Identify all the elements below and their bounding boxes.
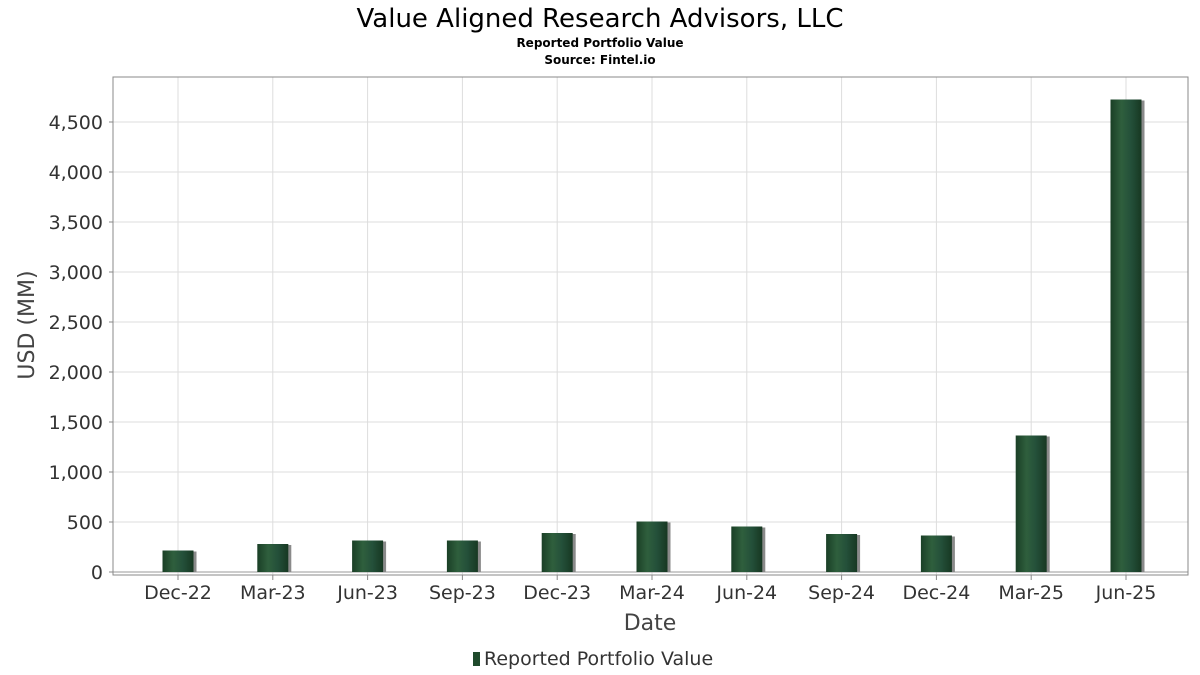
bar [920,535,952,572]
y-tick-label: 500 [67,512,103,534]
chart-subtitle: Reported Portfolio Value [516,36,683,50]
bar [352,540,384,572]
x-tick-label: Mar-23 [240,582,306,604]
x-tick-label: Sep-23 [429,582,496,604]
bar [446,540,478,572]
y-tick-label: 2,000 [49,362,103,384]
y-axis-title: USD (MM) [15,270,40,379]
y-tick-label: 3,500 [49,212,103,234]
legend-label: Reported Portfolio Value [484,648,713,670]
y-tick-label: 1,500 [49,412,103,434]
y-tick-label: 2,500 [49,312,103,334]
y-tick-label: 4,000 [49,162,103,184]
bar [826,534,858,572]
legend-marker [473,652,480,666]
bars-layer [162,99,1145,572]
plot-area-border [112,76,1189,576]
bar [1015,435,1047,572]
x-tick-label: Jun-25 [1095,582,1157,604]
chart-source: Source: Fintel.io [544,53,655,67]
bar [541,533,573,572]
x-tick-label: Dec-22 [144,582,212,604]
bar [731,526,763,572]
x-tick-label: Jun-24 [715,582,777,604]
y-tick-label: 4,500 [49,112,103,134]
x-tick-label: Mar-25 [998,582,1064,604]
bar [1110,99,1142,572]
x-tick-label: Mar-24 [619,582,685,604]
bar [257,544,289,572]
bar [636,521,668,572]
y-axis-ticks: 0 500 1,000 1,500 2,000 2,500 3,000 3,500 4,000 4… [49,112,113,584]
bar [162,550,194,572]
x-tick-label: Sep-24 [808,582,875,604]
y-tick-label: 3,000 [49,262,103,284]
y-tick-label: 1,000 [49,462,103,484]
y-tick-label: 0 [91,562,103,584]
x-tick-label: Jun-23 [336,582,398,604]
x-tick-label: Dec-23 [523,582,591,604]
chart-title: Value Aligned Research Advisors, LLC [357,4,844,34]
x-axis-title: Date [624,611,677,636]
x-axis-ticks: Dec-22 Mar-23 Jun-23 Sep-23 Dec-23 Mar-24 Jun-… [144,575,1156,604]
grid-layer [113,77,1188,575]
legend: Reported Portfolio Value [473,648,713,670]
x-tick-label: Dec-24 [902,582,970,604]
